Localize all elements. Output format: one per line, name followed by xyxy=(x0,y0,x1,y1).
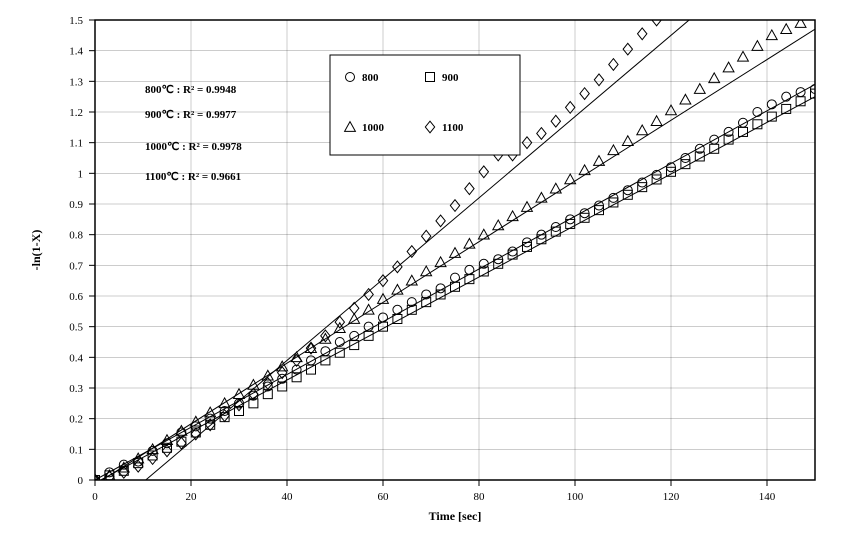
y-tick-label: 0.9 xyxy=(69,199,83,211)
x-tick-label: 100 xyxy=(567,491,584,503)
legend: 800 900 1000 1100 xyxy=(330,55,520,155)
y-tick-label: 1.1 xyxy=(69,138,83,150)
r2-annotation-0: 800℃ : R² = 0.9948 xyxy=(145,84,237,96)
chart-root: 0 20 40 60 80 100 120 140 0 0.1 0.2 0.3 0.4 0.5 0.6 0.7… xyxy=(0,0,865,540)
y-tick-label: 0.7 xyxy=(69,260,83,272)
y-tick-label: 0.4 xyxy=(69,352,83,364)
legend-label-800: 800 xyxy=(362,72,379,84)
r2-annotation-2: 1000℃ : R² = 0.9978 xyxy=(145,141,242,153)
x-tick-label: 80 xyxy=(474,491,486,503)
y-tick-label: 1.5 xyxy=(69,15,83,27)
y-tick-label: 1.3 xyxy=(69,76,83,88)
x-tick-label: 40 xyxy=(282,491,294,503)
y-tick-label: 0.3 xyxy=(69,383,83,395)
x-tick-label: 60 xyxy=(378,491,390,503)
legend-label-900: 900 xyxy=(442,72,459,84)
y-tick-label: 1.2 xyxy=(69,107,83,119)
r2-annotation-1: 900℃ : R² = 0.9977 xyxy=(145,109,237,121)
x-tick-label: 0 xyxy=(92,491,98,503)
y-tick-label: 0 xyxy=(78,475,84,487)
y-tick-label: 0.8 xyxy=(69,230,83,242)
x-tick-label: 140 xyxy=(759,491,776,503)
legend-label-1100: 1100 xyxy=(442,122,464,134)
y-tick-label: 1.4 xyxy=(69,46,83,58)
x-axis-title: Time [sec] xyxy=(429,509,482,523)
y-tick-label: 0.1 xyxy=(69,444,83,456)
x-tick-label: 120 xyxy=(663,491,680,503)
y-tick-label: 0.5 xyxy=(69,322,83,334)
x-tick-label: 20 xyxy=(186,491,198,503)
y-tick-label: 0.6 xyxy=(69,291,83,303)
y-axis-title: -ln(1-X) xyxy=(29,230,43,271)
y-tick-label: 0.2 xyxy=(69,414,83,426)
r2-annotation-3: 1100℃ : R² = 0.9661 xyxy=(145,171,241,183)
y-tick-label: 1 xyxy=(78,168,84,180)
legend-label-1000: 1000 xyxy=(362,122,385,134)
